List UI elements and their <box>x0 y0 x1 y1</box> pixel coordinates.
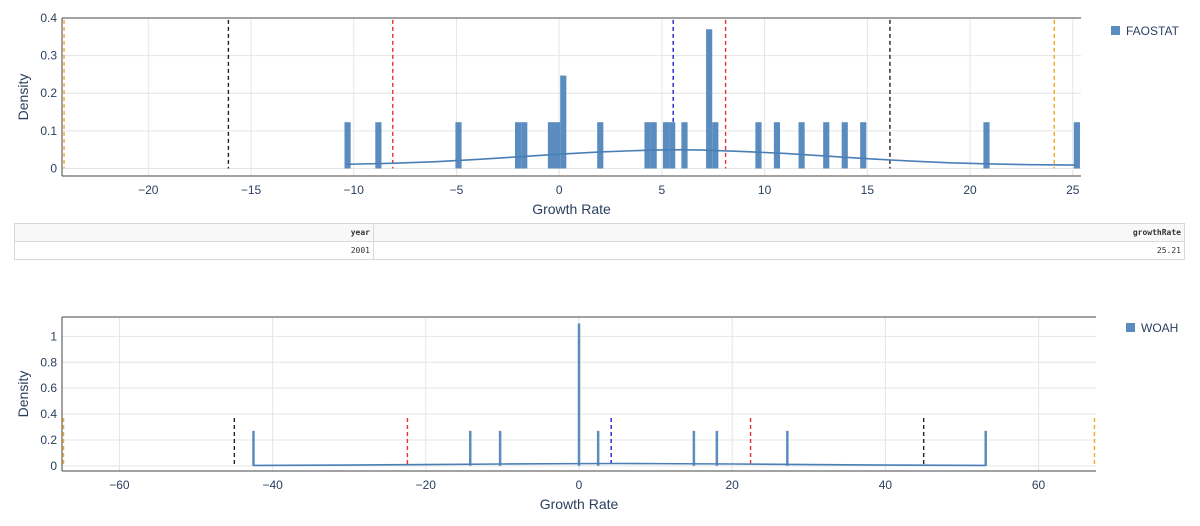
histogram-bar[interactable] <box>344 122 351 169</box>
x-tick-label: 25 <box>1066 183 1080 197</box>
histogram-bar[interactable] <box>644 122 651 169</box>
histogram-bar[interactable] <box>692 430 696 466</box>
histogram-bar[interactable] <box>841 122 848 169</box>
histogram-bar[interactable] <box>650 122 657 169</box>
table-header-row: year growthRate <box>14 223 1185 242</box>
table-cell-growthrate: 25.21 <box>373 241 1185 260</box>
y-tick-label: 0.2 <box>40 86 57 100</box>
kde-curve <box>345 148 1077 166</box>
histogram-bar[interactable] <box>547 122 555 169</box>
histogram-bar[interactable] <box>515 122 522 169</box>
histogram-bar[interactable] <box>669 122 676 169</box>
histogram-bar[interactable] <box>554 122 561 169</box>
x-tick-label: 20 <box>963 183 977 197</box>
legend[interactable]: FAOSTAT <box>1111 24 1180 38</box>
y-tick-label: 0.3 <box>40 49 57 63</box>
y-tick-label: 0.4 <box>40 11 57 25</box>
y-tick-label: 0.1 <box>40 124 57 138</box>
histogram-bar[interactable] <box>662 122 670 169</box>
histogram-bar[interactable] <box>498 430 502 466</box>
histogram-bar[interactable] <box>468 430 472 466</box>
histogram-bar[interactable] <box>798 122 805 169</box>
x-tick-label: 10 <box>758 183 772 197</box>
x-tick-label: −10 <box>344 183 365 197</box>
y-axis-title: Density <box>15 74 31 121</box>
y-tick-label: 0 <box>50 161 57 175</box>
histogram-bar[interactable] <box>755 122 762 169</box>
x-tick-label: 15 <box>861 183 875 197</box>
faostat-density-chart: −20 −15 −10 −5 0 5 10 15 20 25 0 0.1 0.2 0.3 0.4 Growth… <box>15 11 1180 217</box>
histogram-bar[interactable] <box>455 122 462 169</box>
y-tick-label: 0.4 <box>40 407 57 421</box>
legend-swatch <box>1111 26 1120 35</box>
data-table: year growthRate 2001 25.21 <box>14 223 1185 260</box>
y-tick-label: 0.2 <box>40 433 57 447</box>
histogram-bar[interactable] <box>1073 122 1080 169</box>
legend[interactable]: WOAH <box>1126 321 1178 335</box>
table-header-growthrate[interactable]: growthRate <box>373 223 1185 242</box>
y-axis-title: Density <box>15 371 31 418</box>
histogram-bar[interactable] <box>773 122 781 169</box>
histogram-bar[interactable] <box>577 323 581 466</box>
histogram-bar[interactable] <box>252 430 255 466</box>
legend-label: FAOSTAT <box>1126 24 1180 38</box>
x-tick-label: 40 <box>879 478 893 492</box>
x-tick-label: −20 <box>138 183 159 197</box>
x-tick-label: −5 <box>450 183 464 197</box>
histogram-bar[interactable] <box>596 430 600 466</box>
x-tick-label: −20 <box>416 478 437 492</box>
histogram-bar[interactable] <box>375 122 382 169</box>
kde-curve <box>253 462 986 467</box>
histogram-bar[interactable] <box>823 122 830 169</box>
histogram-bar[interactable] <box>712 122 719 169</box>
histogram-bar[interactable] <box>715 430 719 466</box>
y-tick-label: 0.8 <box>40 355 57 369</box>
x-tick-label: 20 <box>726 478 740 492</box>
histogram-bar[interactable] <box>597 122 604 169</box>
legend-swatch <box>1126 323 1135 332</box>
histogram-bar[interactable] <box>786 430 789 466</box>
histogram-bar[interactable] <box>681 122 688 169</box>
x-tick-label: 0 <box>576 478 583 492</box>
y-tick-label: 0 <box>50 459 57 473</box>
histogram-bar[interactable] <box>560 75 567 169</box>
x-tick-label: 5 <box>659 183 666 197</box>
histogram-bar[interactable] <box>521 122 528 169</box>
woah-density-chart: −60 −40 −20 0 20 40 60 0 0.2 0.4 0.6 0.8 1 Growth Rat… <box>15 316 1178 512</box>
x-axis-title: Growth Rate <box>540 496 619 512</box>
x-tick-label: −15 <box>241 183 262 197</box>
y-tick-label: 1 <box>50 329 57 343</box>
histogram-bar[interactable] <box>706 29 713 169</box>
x-axis-title: Growth Rate <box>532 201 611 217</box>
table-header-year[interactable]: year <box>14 223 374 242</box>
histogram-bar[interactable] <box>860 122 867 169</box>
y-tick-label: 0.6 <box>40 381 57 395</box>
x-tick-label: −40 <box>262 478 283 492</box>
histogram-bar[interactable] <box>983 122 990 169</box>
table-cell-year: 2001 <box>14 241 374 260</box>
x-tick-label: 0 <box>556 183 563 197</box>
x-tick-label: 60 <box>1032 478 1046 492</box>
table-row: 2001 25.21 <box>14 241 1185 260</box>
legend-label: WOAH <box>1141 321 1178 335</box>
x-tick-label: −60 <box>109 478 130 492</box>
histogram-bar[interactable] <box>984 430 987 466</box>
